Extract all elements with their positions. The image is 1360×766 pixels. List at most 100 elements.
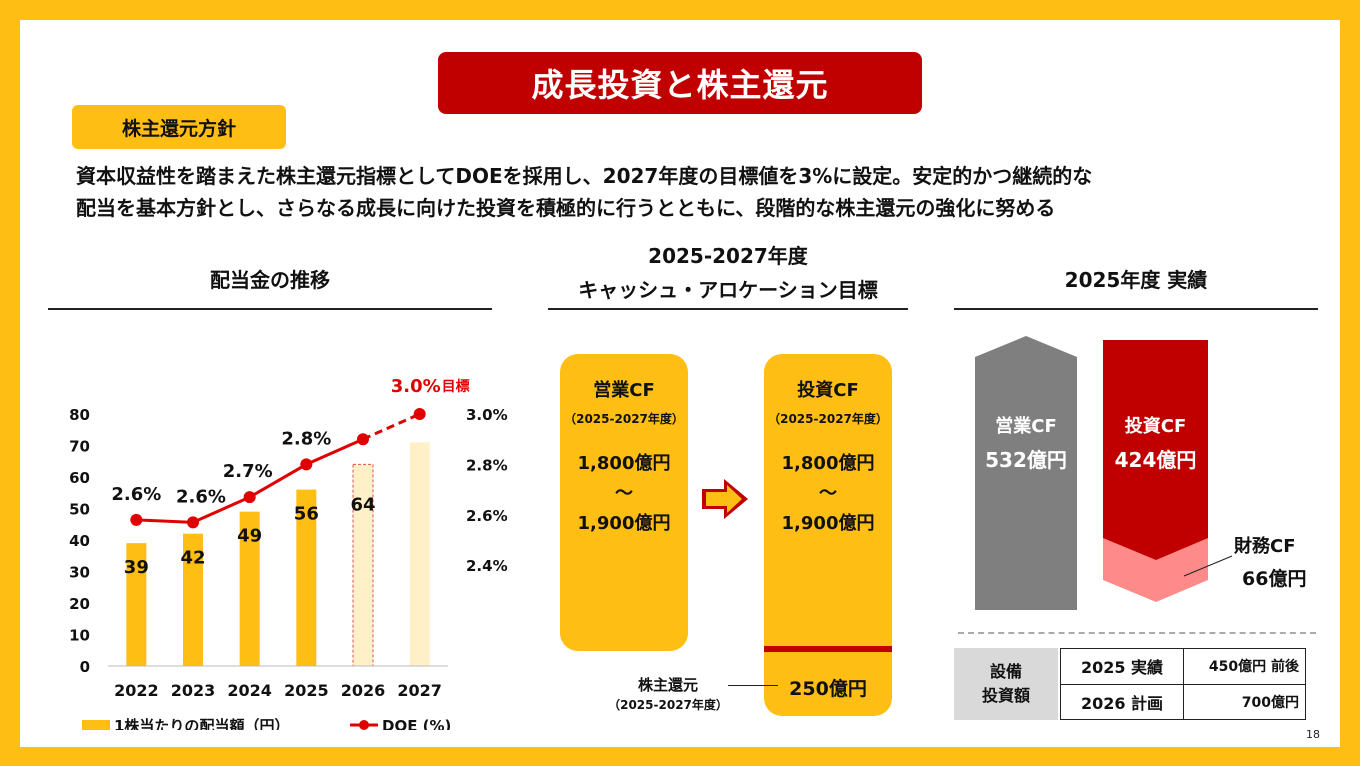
x-tick-label: 2025 xyxy=(284,681,329,700)
capex-row-label: 2025 実績 xyxy=(1060,648,1184,685)
description-line-1: 資本収益性を踏まえた株主還元指標としてDOEを採用し、2027年度の目標値を3%… xyxy=(76,164,1093,188)
left-tick-label: 10 xyxy=(69,627,90,645)
policy-description: 資本収益性を踏まえた株主還元指標としてDOEを採用し、2027年度の目標値を3%… xyxy=(76,160,1326,224)
return-value: 250億円 xyxy=(789,678,867,700)
capex-row-value: 450億円 前後 xyxy=(1183,648,1306,685)
capex-label: 設備 投資額 xyxy=(954,648,1058,720)
operating-cf-result-value: 532億円 xyxy=(985,448,1067,472)
doe-label: 2.7% xyxy=(223,461,273,482)
dividend-chart: 0 10 20 30 40 50 60 70 80 2.4% 2.6% 2.8% 3.0% 39 42 4… xyxy=(69,376,508,730)
doe-point xyxy=(243,491,256,504)
investing-cf-from: 1,800億円 xyxy=(781,453,875,474)
dividend-bar-label: 64 xyxy=(350,494,375,515)
operating-cf-to: 1,900億円 xyxy=(577,513,671,534)
allocation-title-line-2: キャッシュ・アロケーション目標 xyxy=(578,278,878,302)
x-tick-label: 2023 xyxy=(171,681,216,700)
right-divider xyxy=(954,308,1318,310)
dividend-bar-label: 39 xyxy=(124,557,149,578)
return-leader-line xyxy=(728,685,778,686)
capex-label-line-2: 投資額 xyxy=(981,686,1030,705)
left-tick-label: 70 xyxy=(69,438,90,456)
doe-line-target xyxy=(362,412,421,441)
result-section-title: 2025年度 実績 xyxy=(1064,268,1208,292)
doe-label: 2.6% xyxy=(111,484,161,505)
dividend-bar-target xyxy=(409,442,430,666)
left-tick-label: 30 xyxy=(69,564,90,582)
result-cf-chart xyxy=(975,336,1233,610)
right-tick-label: 2.6% xyxy=(466,507,508,525)
slide: 成長投資と株主還元 株主還元方針 資本収益性を踏まえた株主還元指標としてDOEを… xyxy=(20,20,1340,747)
legend-line-marker xyxy=(359,720,369,730)
x-tick-label: 2026 xyxy=(341,681,386,700)
x-tick-label: 2022 xyxy=(114,681,159,700)
return-label: 株主還元 xyxy=(637,676,698,694)
financing-leader-line xyxy=(1183,555,1233,577)
return-period: （2025-2027年度） xyxy=(608,698,728,712)
legend-line-label: DOE (%) xyxy=(382,717,451,730)
description-line-2: 配当を基本方針とし、さらなる成長に向けた投資を積極的に行うとともに、段階的な株主… xyxy=(76,196,1056,220)
investing-cf-period: （2025-2027年度） xyxy=(768,412,888,426)
operating-cf-bar xyxy=(975,336,1077,610)
financing-cf-result-value: 66億円 xyxy=(1242,568,1307,590)
capex-table: 2025 実績 450億円 前後 2026 計画 700億円 xyxy=(1060,648,1306,720)
doe-point xyxy=(413,408,426,420)
dividend-bar xyxy=(183,533,203,666)
financing-cf-result-label: 財務CF xyxy=(1234,536,1296,557)
dividend-bar xyxy=(239,511,260,666)
capex-label-line-1: 設備 xyxy=(989,662,1022,681)
investing-cf-result-value: 424億円 xyxy=(1114,448,1197,472)
legend-bar-swatch xyxy=(82,720,110,730)
left-tick-label: 40 xyxy=(69,532,90,550)
left-tick-label: 20 xyxy=(69,595,90,613)
doe-point xyxy=(357,433,369,446)
dividend-bar-label: 42 xyxy=(180,548,205,569)
capex-row: 2025 実績 450億円 前後 xyxy=(1060,648,1306,685)
x-tick-label: 2024 xyxy=(227,681,272,700)
doe-target-annotation: 目標 xyxy=(442,378,470,395)
doe-label: 2.6% xyxy=(176,486,226,507)
legend-bar-label: 1株当たりの配当額（円） xyxy=(114,717,289,730)
operating-cf-target-column: 営業CF （2025-2027年度） 1,800億円 ～ 1,900億円 xyxy=(560,354,688,651)
doe-label: 2.8% xyxy=(281,428,331,449)
doe-point xyxy=(130,513,143,526)
right-tick-label: 3.0% xyxy=(466,406,508,424)
financing-cf-bar xyxy=(1103,538,1208,602)
left-tick-label: 80 xyxy=(69,406,90,424)
allocation-title-line-1: 2025-2027年度 xyxy=(648,244,808,268)
left-tick-label: 60 xyxy=(69,469,90,487)
x-tick-label: 2027 xyxy=(397,681,442,700)
middle-divider xyxy=(548,308,908,310)
capex-row: 2026 計画 700億円 xyxy=(1060,683,1306,720)
capex-row-value: 700億円 xyxy=(1183,683,1306,720)
operating-cf-label: 営業CF xyxy=(593,380,655,401)
investing-cf-result-label: 投資CF xyxy=(1124,416,1187,437)
investing-cf-to: 1,900億円 xyxy=(781,513,875,534)
right-tick-label: 2.4% xyxy=(466,557,508,575)
dividend-bar-label: 49 xyxy=(237,526,262,547)
dividend-bar-label: 56 xyxy=(294,504,319,525)
dividend-bar xyxy=(296,489,317,666)
left-divider xyxy=(48,308,492,310)
operating-cf-period: （2025-2027年度） xyxy=(564,412,684,426)
dividend-section-title: 配当金の推移 xyxy=(210,268,330,292)
left-tick-label: 50 xyxy=(69,501,90,519)
policy-label: 株主還元方針 xyxy=(72,105,286,149)
investing-cf-target-column: 投資CF （2025-2027年度） 1,800億円 ～ 1,900億円 250… xyxy=(764,354,892,716)
dashed-separator xyxy=(958,632,1316,634)
investing-cf-bar xyxy=(1103,340,1208,580)
doe-target-label: 3.0% xyxy=(391,376,441,397)
page-number: 18 xyxy=(1306,728,1320,741)
dividend-bar xyxy=(126,543,147,666)
operating-cf-from: 1,800億円 xyxy=(577,453,671,474)
doe-point xyxy=(300,458,313,471)
page-title: 成長投資と株主還元 xyxy=(438,52,922,114)
capex-row-label: 2026 計画 xyxy=(1060,683,1184,720)
investing-cf-label: 投資CF xyxy=(797,380,859,401)
left-tick-label: 0 xyxy=(80,658,90,676)
doe-point xyxy=(187,516,199,529)
investing-cf-tilde: ～ xyxy=(819,483,837,504)
operating-cf-result-label: 営業CF xyxy=(995,416,1057,437)
return-divider-bar xyxy=(764,646,892,652)
right-tick-label: 2.8% xyxy=(466,456,508,474)
operating-cf-tilde: ～ xyxy=(615,483,633,504)
